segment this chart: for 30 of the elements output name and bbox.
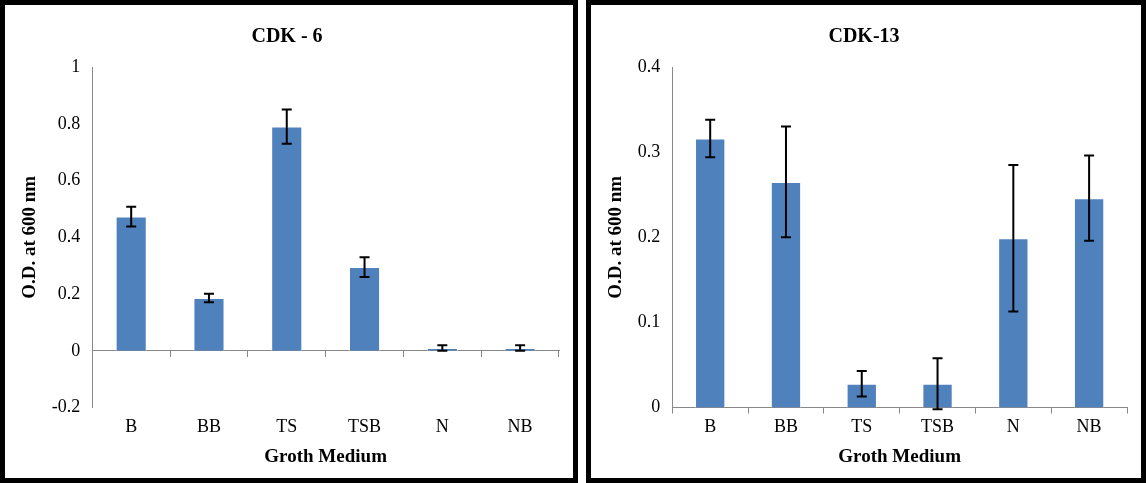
y-tick-label: 0.2 [637,226,661,247]
y-tick-label: 0.1 [637,311,661,332]
x-axis-title: Groth Medium [264,444,388,466]
y-tick-label: 0.3 [637,140,661,161]
x-tick-label: BB [773,416,798,437]
x-tick-label: NB [507,416,533,437]
y-tick-label: -0.2 [51,396,81,417]
x-tick-label: B [704,416,717,437]
x-tick-label: N [435,416,449,437]
y-tick-label: 0 [651,396,661,417]
x-tick-label: TSB [921,416,955,437]
x-tick-label: TSB [348,416,382,437]
chart-title: CDK - 6 [251,24,323,47]
y-tick-label: 0.8 [57,112,81,133]
x-tick-label: B [125,416,138,437]
x-tick-label: BB [196,416,221,437]
x-tick-label: TS [851,416,873,437]
y-tick-label: 0.2 [57,282,81,303]
y-tick-label: 0.6 [57,169,81,190]
x-tick-label: N [1006,416,1020,437]
y-tick-label: 0.4 [637,55,661,76]
y-tick-label: 1 [71,55,81,76]
y-tick-label: 0.4 [57,226,81,247]
y-axis-title: O.D. at 600 nm [604,175,626,299]
x-tick-label: TS [276,416,298,437]
x-tick-label: NB [1076,416,1102,437]
y-axis-title: O.D. at 600 nm [18,175,40,299]
chart-title: CDK-13 [828,24,900,47]
y-tick-label: 0 [71,339,81,360]
x-axis-title: Groth Medium [838,444,962,466]
